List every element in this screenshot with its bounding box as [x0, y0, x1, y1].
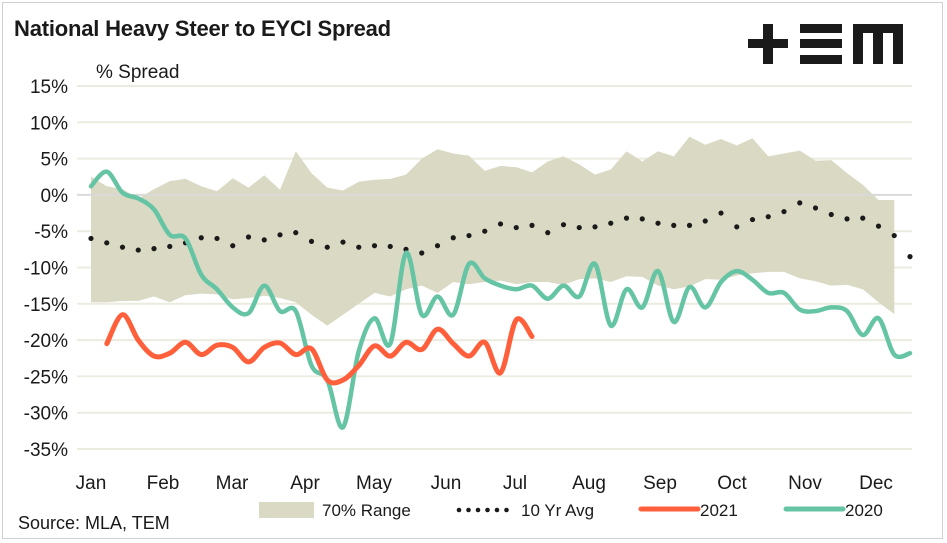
avg-point — [734, 224, 740, 230]
avg-point — [891, 232, 897, 239]
x-tick-label: Dec — [859, 473, 893, 494]
y-axis-label: % Spread — [96, 62, 179, 83]
avg-point — [466, 232, 472, 239]
y-tick-label: -35% — [24, 440, 68, 461]
series-2020-line — [88, 169, 913, 430]
avg-point — [655, 220, 661, 226]
avg-point — [797, 200, 803, 206]
avg-point — [151, 246, 157, 252]
avg-point — [198, 235, 204, 241]
y-tick-label: -15% — [24, 295, 68, 316]
avg-point — [529, 222, 535, 228]
y-tick-label: -5% — [34, 222, 68, 243]
avg-point — [119, 244, 126, 250]
legend-label-2020: 2020 — [845, 501, 883, 520]
y-tick-label: -25% — [24, 367, 68, 388]
avg-point — [293, 230, 299, 236]
avg-point — [88, 235, 94, 242]
avg-point — [592, 224, 598, 230]
y-tick-label: -10% — [24, 259, 68, 280]
avg-point — [450, 235, 456, 241]
legend-label-range: 70% Range — [322, 501, 411, 520]
avg-point — [482, 228, 488, 234]
avg-point — [135, 247, 141, 253]
x-tick-label: May — [356, 473, 392, 494]
legend-item-avg: 10 Yr Avg — [456, 501, 594, 520]
avg-point — [765, 214, 771, 220]
avg-point — [671, 222, 677, 228]
y-tick-label: -30% — [24, 404, 68, 425]
avg-point — [639, 216, 645, 222]
avg-point — [308, 238, 315, 244]
avg-point — [356, 244, 362, 250]
avg-point — [371, 243, 378, 249]
avg-point — [749, 216, 756, 223]
avg-point — [907, 254, 913, 260]
x-tick-label: Nov — [788, 473, 822, 494]
avg-point — [214, 235, 220, 242]
legend: 70% Range 10 Yr Avg 2021 2020 — [259, 501, 883, 520]
x-tick-label: Jul — [503, 473, 527, 494]
avg-point — [576, 224, 582, 231]
legend-item-2020: 2020 — [783, 501, 883, 520]
x-tick-label: Feb — [147, 473, 180, 494]
avg-point — [167, 243, 173, 250]
avg-point — [434, 243, 441, 249]
avg-point — [608, 220, 614, 226]
y-tick-label: 5% — [41, 150, 69, 171]
avg-point — [245, 234, 252, 240]
avg-point — [497, 221, 504, 227]
chart-title: National Heavy Steer to EYCI Spread — [14, 16, 391, 41]
series-2021-line — [104, 312, 535, 386]
legend-avg-dot — [504, 507, 509, 513]
y-tick-label: 10% — [30, 113, 68, 134]
tem-logo-icon — [748, 24, 903, 64]
avg-point — [230, 243, 236, 249]
legend-avg-dot — [494, 507, 500, 513]
legend-avg-dot — [456, 507, 462, 513]
avg-point — [545, 230, 551, 236]
legend-label-avg: 10 Yr Avg — [521, 501, 594, 520]
avg-point — [560, 222, 567, 228]
avg-point — [781, 208, 787, 215]
avg-point — [419, 250, 425, 256]
y-tick-label: -20% — [24, 331, 68, 352]
avg-point — [702, 218, 708, 224]
avg-point — [844, 216, 850, 222]
legend-avg-dot — [485, 507, 490, 513]
y-tick-label: 15% — [30, 77, 68, 98]
legend-avg-dot — [466, 507, 471, 513]
legend-avg-dot — [475, 507, 481, 513]
x-tick-label: Mar — [216, 473, 249, 494]
legend-item-2021: 2021 — [638, 501, 738, 520]
legend-swatch-avg — [456, 507, 509, 513]
avg-point — [324, 244, 330, 250]
x-tick-label: Jun — [431, 473, 462, 494]
avg-point — [828, 211, 834, 218]
y-tick-label: 0% — [41, 186, 69, 207]
avg-point — [875, 223, 882, 229]
avg-point — [812, 205, 819, 211]
avg-point — [261, 237, 267, 243]
x-tick-label: Apr — [290, 473, 320, 494]
avg-point — [718, 210, 724, 216]
avg-point — [623, 215, 630, 221]
avg-point — [104, 240, 110, 246]
legend-item-range: 70% Range — [259, 501, 411, 520]
source-note: Source: MLA, TEM — [18, 513, 170, 533]
x-tick-label: Jan — [76, 473, 107, 494]
avg-point — [340, 239, 346, 245]
x-tick-label: Sep — [643, 473, 677, 494]
avg-point — [277, 232, 283, 238]
range-area — [91, 136, 895, 326]
avg-point — [387, 243, 393, 250]
avg-point — [860, 215, 866, 221]
x-tick-label: Aug — [572, 473, 606, 494]
legend-label-2021: 2021 — [700, 501, 738, 520]
legend-swatch-range — [259, 502, 314, 518]
x-tick-label: Oct — [717, 473, 747, 494]
avg-point — [513, 224, 519, 231]
avg-point — [686, 222, 693, 228]
